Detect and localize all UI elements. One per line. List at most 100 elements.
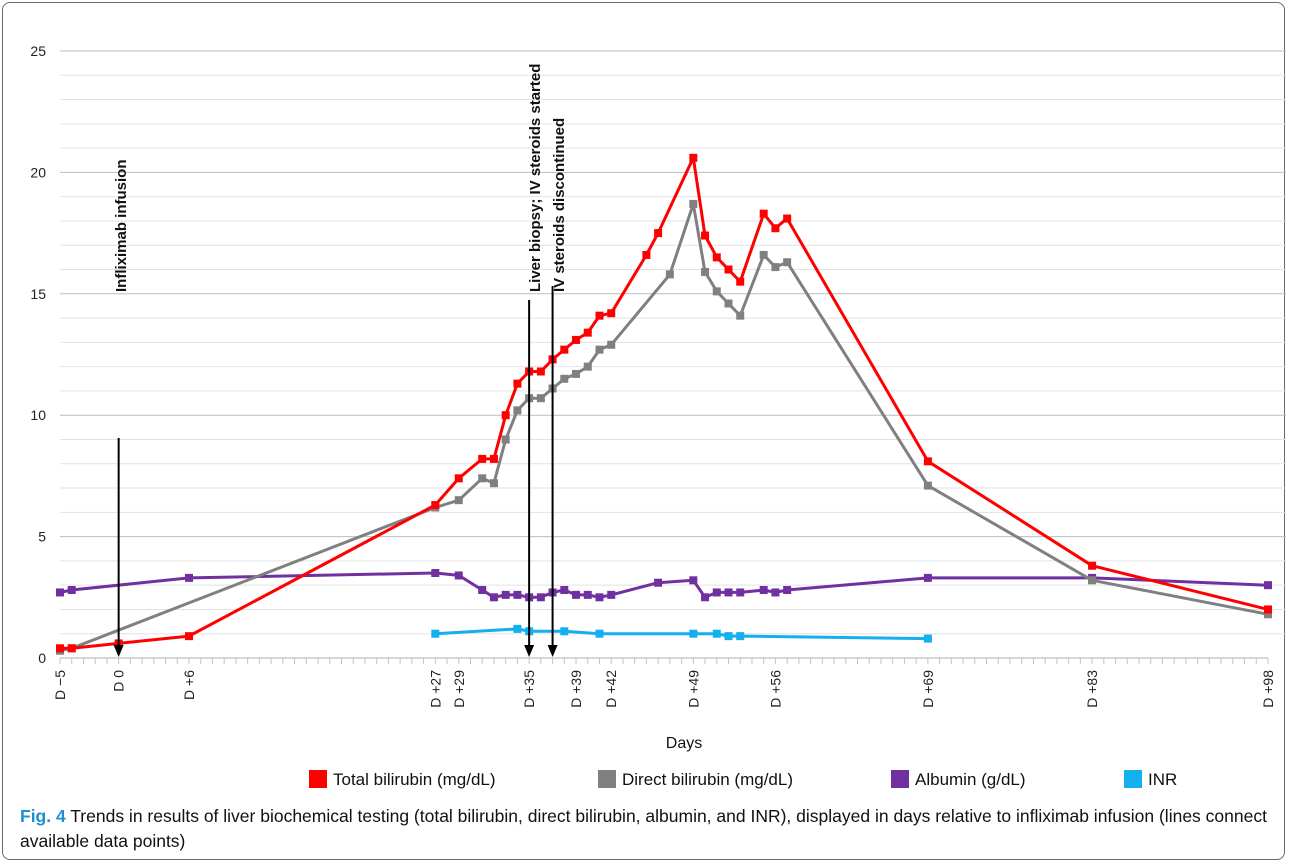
data-point xyxy=(478,586,487,595)
data-point xyxy=(56,588,64,597)
data-point xyxy=(595,345,604,354)
data-point xyxy=(501,435,510,444)
x-tick-label: D +56 xyxy=(767,670,783,708)
annotation-label: IV steroids discontinued xyxy=(551,118,568,292)
data-point xyxy=(654,229,663,238)
data-point xyxy=(536,394,545,403)
x-tick-label: D +6 xyxy=(181,670,197,700)
data-point xyxy=(783,586,792,595)
annotation-arrowhead xyxy=(547,645,558,657)
x-tick-label: D +39 xyxy=(568,670,584,708)
x-tick-label: D +29 xyxy=(451,670,467,708)
series-3 xyxy=(56,569,1272,602)
annotation-arrowhead xyxy=(113,645,124,657)
data-point xyxy=(689,576,698,585)
data-point xyxy=(1264,605,1272,614)
data-point xyxy=(560,374,569,383)
data-point xyxy=(759,250,768,259)
annotation: IV steroids discontinued xyxy=(547,118,568,657)
data-point xyxy=(583,328,592,337)
data-point xyxy=(607,340,616,349)
caption-label: Fig. 4 xyxy=(20,806,66,826)
data-point xyxy=(595,311,604,320)
data-point xyxy=(923,457,932,466)
y-tick-label: 10 xyxy=(30,407,46,423)
x-axis-label: Days xyxy=(666,735,702,752)
data-point xyxy=(712,287,721,296)
x-tick-label: D +42 xyxy=(603,670,619,708)
data-point xyxy=(689,153,698,162)
data-point xyxy=(607,590,616,599)
legend-item: Total bilirubin (mg/dL) xyxy=(309,770,496,789)
data-point xyxy=(759,209,768,218)
legend-swatch xyxy=(891,770,909,788)
data-point xyxy=(501,590,510,599)
data-point xyxy=(712,253,721,262)
data-point xyxy=(513,590,522,599)
data-point xyxy=(595,593,604,602)
data-point xyxy=(489,454,498,463)
x-tick-label: D +98 xyxy=(1260,670,1276,708)
annotation-label: Infliximab infusion xyxy=(113,159,130,292)
legend-item: Direct bilirubin (mg/dL) xyxy=(598,770,793,789)
data-point xyxy=(923,573,932,582)
data-point xyxy=(701,593,710,602)
data-point xyxy=(536,367,545,376)
data-point xyxy=(783,258,792,267)
data-point xyxy=(583,362,592,371)
data-point xyxy=(454,496,463,505)
series-2 xyxy=(56,199,1272,655)
data-point xyxy=(478,474,487,483)
data-point xyxy=(736,311,745,320)
data-point xyxy=(701,267,710,276)
data-point xyxy=(572,335,581,344)
x-tick-label: D +49 xyxy=(685,670,701,708)
axes xyxy=(59,657,1269,664)
x-tick-label: D +83 xyxy=(1084,670,1100,708)
legend-item: Albumin (g/dL) xyxy=(891,770,1026,789)
legend-label: INR xyxy=(1148,770,1177,789)
data-point xyxy=(501,411,510,420)
data-point xyxy=(771,588,780,597)
data-point xyxy=(654,578,663,587)
data-point xyxy=(712,629,721,638)
annotation: Liver biopsy; IV steroids started xyxy=(524,64,544,657)
data-point xyxy=(560,586,569,595)
legend-item: INR xyxy=(1124,770,1177,789)
data-point xyxy=(431,629,440,638)
data-point xyxy=(642,250,651,259)
data-point xyxy=(724,265,733,274)
data-point xyxy=(560,345,569,354)
x-tick-label: D 0 xyxy=(111,670,127,692)
x-tick-label: D +35 xyxy=(521,670,537,708)
data-point xyxy=(67,586,76,595)
y-tick-label: 5 xyxy=(38,529,46,545)
data-point xyxy=(431,569,440,578)
data-point xyxy=(431,501,440,510)
data-point xyxy=(1264,581,1272,590)
annotations: Infliximab infusion Liver biopsy; IV ster… xyxy=(113,64,568,657)
data-point xyxy=(454,474,463,483)
data-point xyxy=(712,588,721,597)
data-point xyxy=(595,629,604,638)
data-point xyxy=(724,588,733,597)
data-point xyxy=(513,406,522,415)
legend-swatch xyxy=(598,770,616,788)
y-tick-label: 15 xyxy=(30,286,46,302)
y-axis-ticks: 0 5 10 15 20 25 xyxy=(30,43,46,666)
series-group xyxy=(56,153,1272,655)
grid xyxy=(60,50,1286,635)
data-point xyxy=(572,369,581,378)
data-point xyxy=(771,263,780,272)
data-point xyxy=(724,299,733,308)
data-point xyxy=(489,479,498,488)
legend-label: Direct bilirubin (mg/dL) xyxy=(622,770,793,789)
caption-text: Trends in results of liver biochemical t… xyxy=(20,806,1267,851)
data-point xyxy=(783,214,792,223)
legend: Total bilirubin (mg/dL) Direct bilirubin … xyxy=(309,770,1177,789)
line-chart: 0 5 10 15 20 25 D −5 D 0 D +6 D +27 D +29 D +35 D +… xyxy=(30,43,1286,789)
data-point xyxy=(771,224,780,233)
series-line xyxy=(435,627,928,641)
data-point xyxy=(923,634,932,643)
